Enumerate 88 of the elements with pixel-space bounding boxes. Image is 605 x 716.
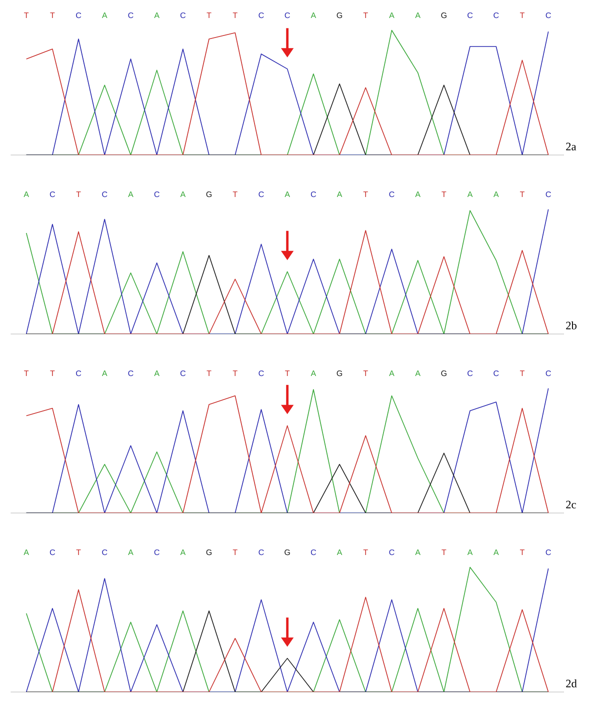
x-tick-label: C — [180, 12, 186, 18]
x-tick-label: A — [493, 550, 499, 556]
x-tick-label: T — [363, 192, 368, 198]
x-tick-label: T — [285, 370, 290, 376]
x-tick-label: C — [258, 549, 264, 556]
x-tick-label: A — [493, 192, 499, 198]
x-tick-label: C — [258, 191, 264, 198]
x-tick-label: T — [232, 370, 238, 376]
x-tick-label: T — [50, 12, 55, 18]
x-tick-label: T — [232, 12, 238, 18]
x-tick-label: A — [180, 550, 186, 556]
x-tick-label: A — [180, 192, 186, 198]
x-tick-label: G — [284, 549, 290, 556]
x-tick-label: T — [206, 12, 212, 18]
x-tick-label: G — [441, 12, 446, 18]
x-tick-label: C — [389, 191, 394, 198]
x-tick-label: G — [206, 191, 212, 198]
x-tick-label: A — [102, 370, 108, 376]
x-tick-label: C — [284, 12, 290, 18]
x-tick-label: T — [24, 12, 29, 18]
x-tick-label: G — [441, 370, 446, 376]
x-tick-label: A — [154, 12, 160, 18]
x-tick-label: G — [336, 12, 342, 18]
x-tick-label: A — [128, 192, 134, 198]
x-tick-label: A — [310, 12, 316, 18]
x-tick-label: T — [232, 550, 238, 556]
x-tick-label: A — [389, 12, 394, 18]
x-tick-label: C — [102, 549, 108, 556]
x-tick-label: A — [336, 192, 342, 198]
x-tick-label: A — [415, 192, 420, 198]
x-tick-label: A — [24, 192, 29, 198]
x-tick-label: T — [363, 12, 368, 18]
x-tick-label: A — [154, 370, 160, 376]
x-tick-label: C — [76, 370, 82, 376]
x-tick-label: C — [468, 370, 473, 376]
x-tick-label: A — [128, 550, 134, 556]
text: 2b — [566, 321, 576, 330]
x-tick-label: G — [336, 370, 342, 376]
x-tick-label: A — [389, 370, 394, 376]
x-tick-label: A — [24, 550, 29, 556]
x-tick-label: C — [76, 12, 82, 18]
text: 2c — [566, 500, 576, 508]
x-tick-label: C — [50, 549, 56, 556]
x-tick-label: C — [128, 370, 134, 376]
x-tick-label: T — [76, 192, 81, 198]
x-tick-label: C — [468, 12, 473, 18]
x-tick-label: T — [520, 550, 524, 556]
x-tick-label: C — [310, 191, 316, 198]
x-tick-label: T — [520, 370, 524, 376]
x-tick-label: A — [467, 550, 473, 556]
x-tick-label: T — [76, 550, 81, 556]
x-tick-label: T — [520, 192, 524, 198]
x-tick-label: C — [546, 191, 551, 198]
x-tick-label: A — [415, 550, 420, 556]
x-tick-label: C — [258, 12, 264, 18]
x-tick-label: T — [520, 12, 524, 18]
x-tick-label: A — [102, 12, 108, 18]
x-tick-label: A — [284, 192, 290, 198]
x-tick-label: T — [50, 370, 55, 376]
x-tick-label: T — [363, 550, 368, 556]
x-tick-label: C — [546, 370, 551, 376]
x-tick-label: C — [258, 370, 264, 376]
x-tick-label: C — [310, 549, 316, 556]
x-tick-label: C — [50, 191, 56, 198]
x-tick-label: T — [363, 370, 368, 376]
x-tick-label: T — [24, 370, 29, 376]
x-tick-label: C — [546, 549, 551, 556]
x-tick-label: T — [206, 370, 212, 376]
x-tick-label: T — [442, 192, 446, 198]
x-tick-label: C — [154, 191, 160, 198]
x-tick-label: A — [467, 192, 473, 198]
x-tick-label: G — [206, 549, 212, 556]
x-tick-label: C — [154, 549, 160, 556]
x-tick-label: C — [494, 12, 499, 18]
x-tick-label: A — [415, 370, 420, 376]
x-tick-label: A — [310, 370, 316, 376]
x-tick-label: T — [442, 550, 446, 556]
x-tick-label: C — [546, 12, 551, 18]
x-tick-label: C — [102, 191, 108, 198]
x-tick-label: A — [336, 550, 342, 556]
text: 2a — [566, 142, 576, 150]
x-tick-label: C — [128, 12, 134, 18]
x-tick-label: C — [494, 370, 499, 376]
x-tick-label: C — [180, 370, 186, 376]
x-tick-label: A — [415, 12, 420, 18]
x-tick-label: C — [389, 549, 394, 556]
text: 2d — [566, 679, 577, 688]
x-tick-label: T — [232, 192, 238, 198]
